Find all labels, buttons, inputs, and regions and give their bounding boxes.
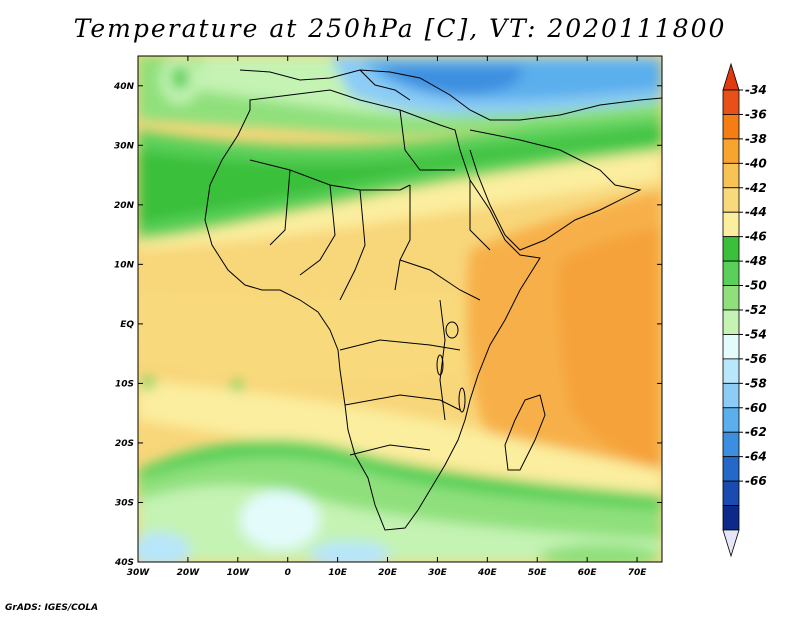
chart-title: Temperature at 250hPa [C], VT: 202011180… [73, 14, 727, 43]
colorbar-label: -60 [745, 401, 767, 415]
colorbar-label: -42 [745, 181, 767, 195]
lon-tick-label: 20E [378, 568, 398, 578]
colorbar-label: -64 [745, 450, 767, 464]
credit-text: GrADS: IGES/COLA [5, 603, 99, 613]
colorbar-swatch [722, 431, 740, 458]
lat-tick-label: 30S [115, 498, 134, 508]
colorbar-swatch [722, 138, 740, 164]
lat-tick-label: 40S [114, 558, 134, 568]
colorbar-swatch [722, 89, 740, 115]
colorbar-swatch [722, 505, 740, 531]
colorbar-swatch [722, 162, 740, 189]
colorbar-swatch [722, 187, 740, 213]
lon-tick-label: 20W [177, 568, 201, 578]
lat-tick-label: 10N [114, 260, 135, 270]
lat-tick-label: 10S [115, 379, 134, 389]
colorbar-label: -66 [745, 474, 767, 488]
colorbar-swatch [722, 407, 740, 433]
temperature-field [138, 56, 662, 562]
lon-tick-label: 0 [285, 568, 291, 578]
lon-tick-label: 70E [628, 568, 648, 578]
lon-tick-label: 10E [328, 568, 348, 578]
colorbar-swatch [722, 358, 740, 384]
latitude-axis: 40N 30N 20N 10N EQ 10S 20S 30S 40S [113, 82, 662, 568]
colorbar-label: -52 [745, 303, 767, 317]
colorbar-bottom-arrow [722, 529, 740, 558]
colorbar-label: -58 [745, 376, 767, 390]
colorbar-label: -54 [745, 327, 767, 341]
colorbar-label: -34 [745, 83, 767, 97]
lat-tick-label: 20S [115, 439, 134, 449]
colorbar-label: -46 [745, 230, 767, 244]
map-frame [137, 55, 663, 563]
colorbar-label: -48 [745, 254, 767, 268]
colorbar-label: -36 [745, 107, 767, 121]
lat-tick-label: 30N [114, 141, 135, 151]
lat-tick-label: 20N [114, 201, 135, 211]
colorbar-swatch [722, 382, 740, 409]
lon-tick-label: 60E [578, 568, 598, 578]
colorbar-label: -62 [745, 425, 767, 439]
lat-tick-label: 40N [113, 82, 135, 92]
colorbar-label: -38 [745, 132, 767, 146]
colorbar-swatch [722, 334, 740, 360]
colorbar-label: -56 [745, 352, 767, 366]
longitude-axis: 30W 20W 10W 0 10E 20E 30E 40E 50E 60E 70E [127, 56, 647, 578]
colorbar-swatch [722, 114, 740, 140]
lon-tick-label: 30W [127, 568, 151, 578]
colorbar-swatch [722, 285, 740, 311]
colorbar-swatch [722, 480, 740, 506]
colorbar-swatch [722, 309, 740, 335]
colorbar-swatch [722, 236, 740, 262]
coastlines [204, 69, 662, 531]
lon-tick-label: 10W [227, 568, 251, 578]
colorbar-swatch [722, 260, 740, 286]
lon-tick-label: 40E [477, 568, 498, 578]
colorbar-swatch [722, 456, 740, 482]
colorbar-label: -50 [745, 279, 767, 293]
colorbar-top-arrow [722, 62, 740, 91]
lat-tick-label: EQ [120, 320, 134, 330]
colorbar-label: -44 [745, 205, 767, 219]
colorbar: -34 -36 -38 -40 -42 -44 -46 -48 -50 -52 -54 -56 -58 -… [722, 62, 767, 558]
colorbar-label: -40 [745, 156, 767, 170]
lon-tick-label: 50E [528, 568, 548, 578]
lon-tick-label: 30E [428, 568, 448, 578]
colorbar-swatch [722, 211, 740, 238]
